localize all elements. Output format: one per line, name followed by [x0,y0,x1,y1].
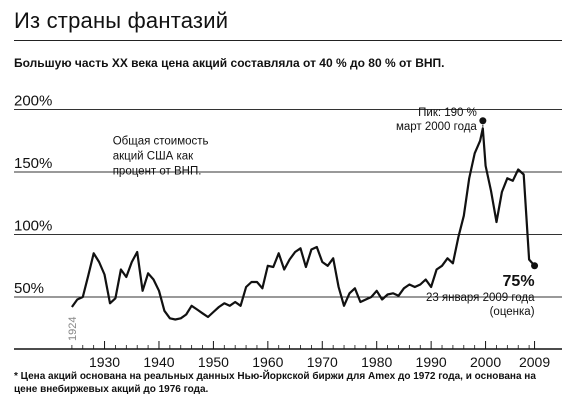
start-year-label: 1924 [67,317,79,341]
chart-annotation: акций США как [113,151,194,163]
end-date-label: 23 января 2009 года [426,292,535,304]
chart-title: Из страны фантазий [14,8,229,33]
chart-annotation: Общая стоимость [113,136,209,148]
peak-label: Пик: 190 % [418,107,477,119]
title-divider [14,40,562,41]
series-line [71,127,536,321]
y-tick-label: 50% [14,280,44,297]
peak-date-label: март 2000 года [396,121,477,133]
x-tick-label: 1970 [307,354,338,370]
x-tick-label: 1990 [416,354,447,370]
end-point-marker [531,262,539,270]
chart-annotation: процент от ВНП. [113,166,202,178]
footnote: * Цена акций основана на реальных данных… [14,371,536,395]
x-tick-label: 1940 [143,354,174,370]
peak-marker [479,117,487,125]
y-tick-label: 150% [14,155,52,172]
x-tick-label: 2000 [470,354,501,370]
end-value-label: 75% [503,273,535,290]
x-tick-label: 1980 [361,354,392,370]
x-tick-label: 1950 [198,354,229,370]
y-tick-label: 100% [14,218,52,235]
x-tick-label: 1960 [252,354,283,370]
x-tick-label: 1930 [89,354,120,370]
chart-subtitle: Большую часть XX века цена акций составл… [14,56,445,70]
x-tick-label: 2009 [519,354,550,370]
y-tick-label: 200% [14,93,52,110]
end-note-label: (оценка) [490,306,535,318]
